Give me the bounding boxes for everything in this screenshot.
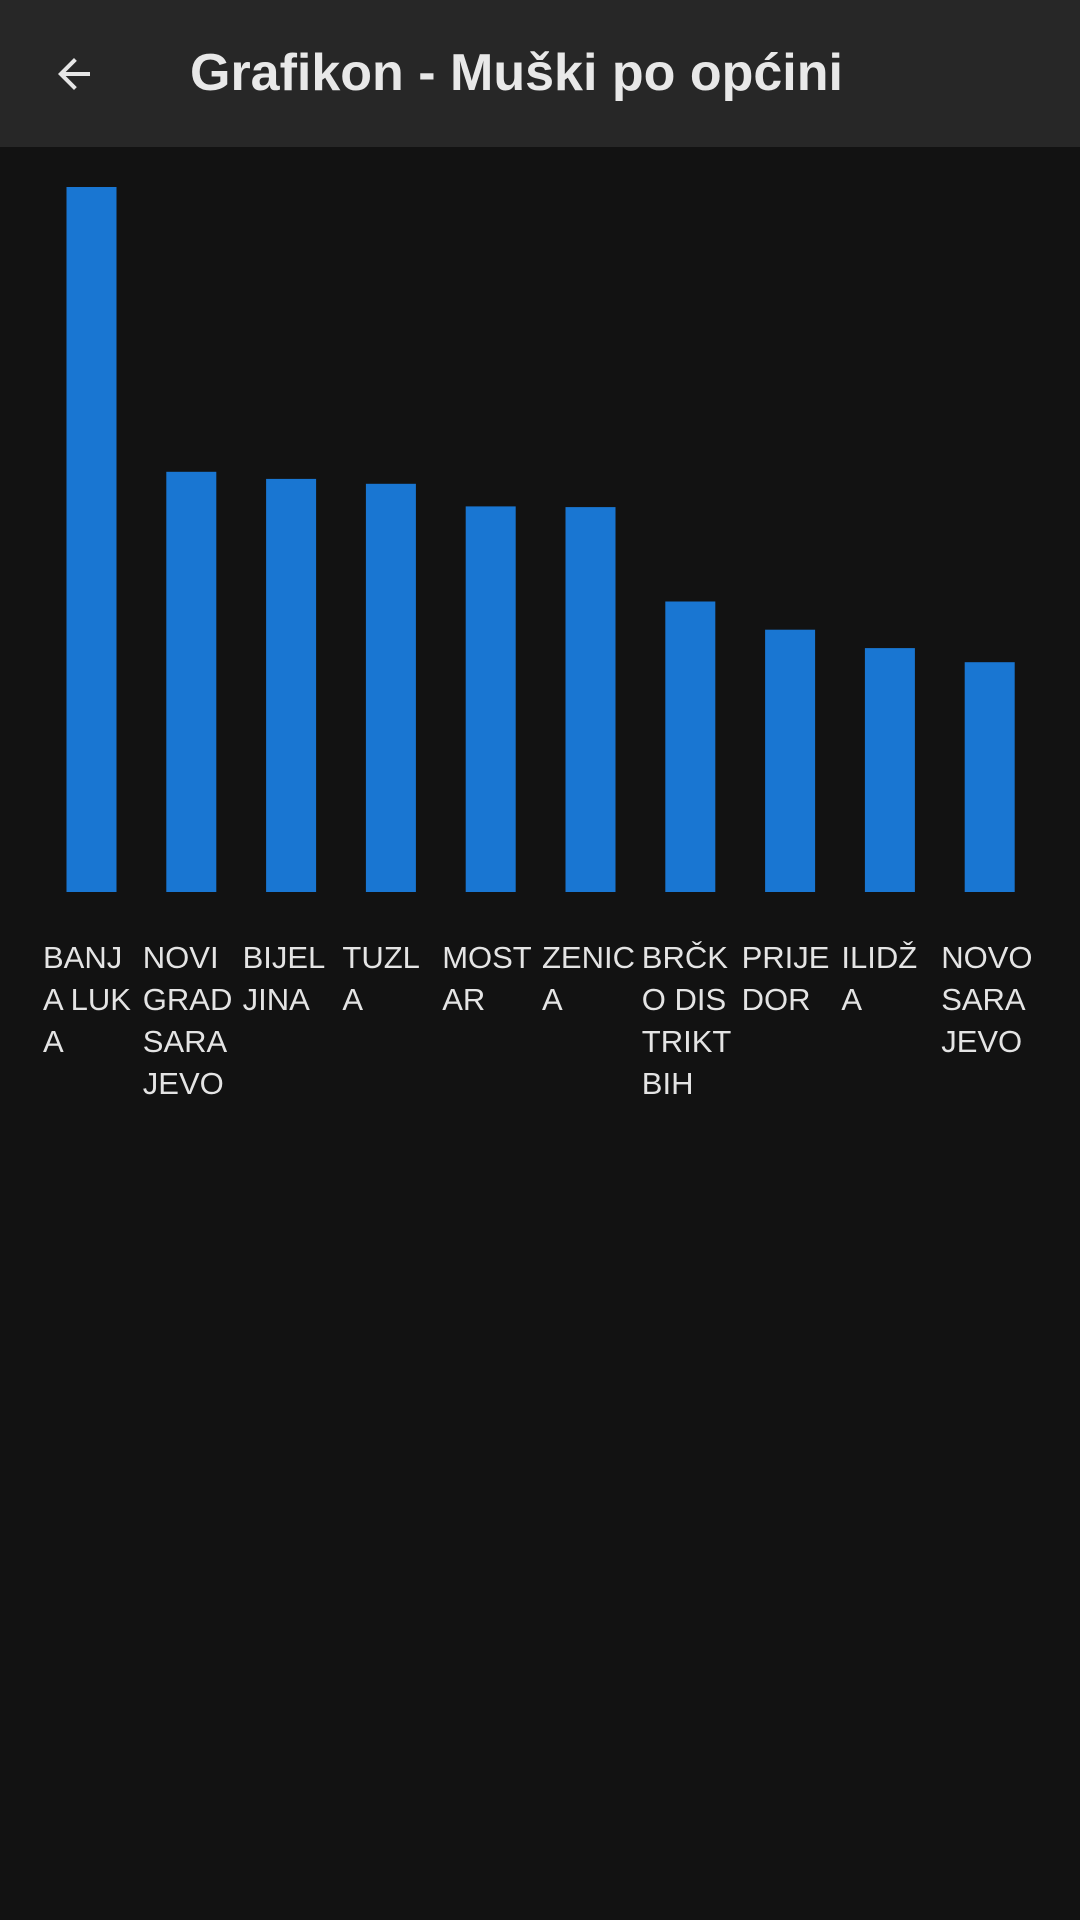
x-tick-label: MOSTAR [442, 940, 532, 1017]
x-axis-labels: BANJA LUKA NOVI GRAD SARAJEVO BIJELJINA TUZ… [0, 937, 1080, 1237]
bar [565, 507, 616, 892]
bar [665, 601, 716, 892]
bar-chart: BANJA LUKA NOVI GRAD SARAJEVO BIJELJINA TUZ… [0, 147, 1080, 1920]
chart-plot [66, 187, 1015, 892]
bar [964, 662, 1015, 892]
back-button[interactable] [24, 24, 124, 124]
x-tick-label: TUZLA [342, 940, 420, 1017]
x-tick-label: NOVO SARAJEVO [941, 940, 1033, 1059]
x-tick-label: PRIJEDOR [741, 940, 830, 1017]
bar [166, 471, 217, 892]
bar [365, 483, 416, 892]
bar [266, 478, 317, 892]
bar [864, 648, 915, 892]
x-tick-label: ILIDŽA [841, 940, 918, 1017]
app-bar: Grafikon - Muški po općini [0, 0, 1080, 147]
x-tick-label: BIJELJINA [242, 940, 326, 1017]
page-title: Grafikon - Muški po općini [190, 44, 843, 102]
bar [765, 629, 816, 892]
bar [66, 187, 117, 892]
x-tick-label: BANJA LUKA [43, 940, 131, 1059]
x-tick-label: ZENICA [542, 940, 635, 1017]
arrow-left-icon [58, 58, 90, 90]
bar [465, 506, 516, 892]
x-tick-label: BRČKO DISTRIKT BIH [641, 940, 731, 1101]
x-tick-label: NOVI GRAD SARAJEVO [142, 940, 233, 1101]
